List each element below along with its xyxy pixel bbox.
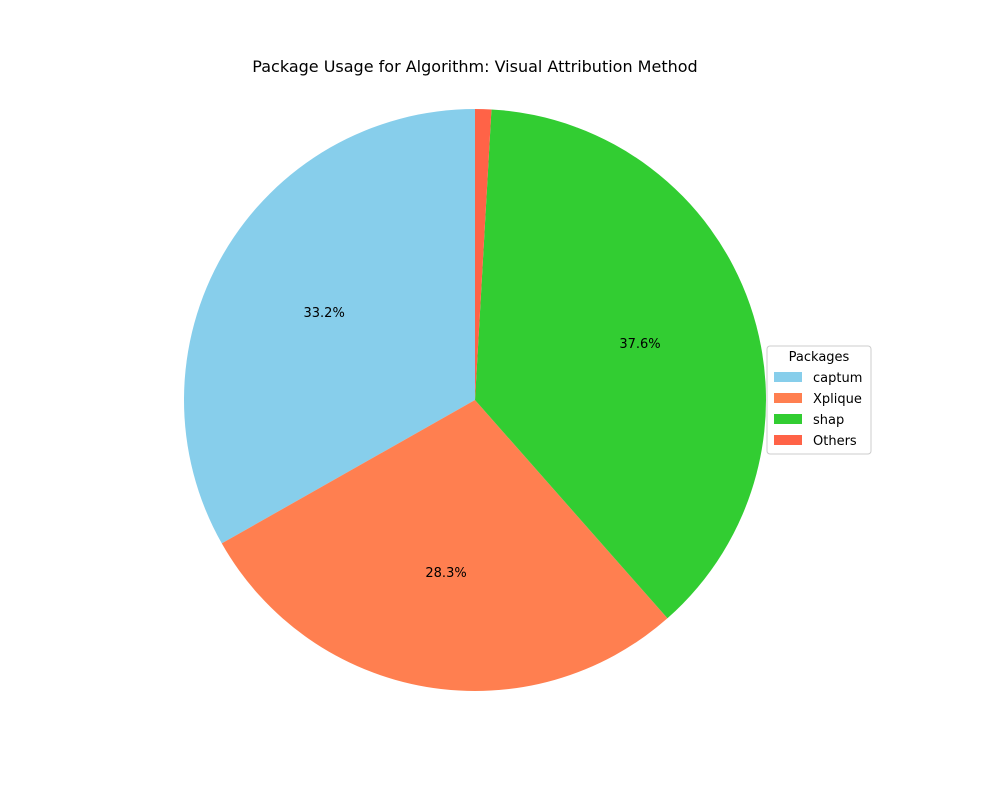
legend-label-shap: shap: [813, 413, 844, 428]
legend-title: Packages: [789, 350, 850, 365]
legend-label-captum: captum: [813, 371, 862, 386]
pct-label-captum: 33.2%: [304, 306, 345, 321]
pie-slice-xplique: [221, 400, 668, 692]
pct-label-shap: 37.6%: [619, 337, 660, 352]
legend-swatch-xplique: [774, 393, 802, 403]
pie-slice-others: [475, 109, 492, 400]
legend-swatch-others: [774, 435, 802, 445]
pct-label-xplique: 28.3%: [425, 566, 466, 581]
legend-swatch-captum: [774, 372, 802, 382]
legend-items: captum Xplique shap Others: [774, 371, 862, 449]
chart-title: Package Usage for Algorithm: Visual Attr…: [252, 57, 697, 76]
percentage-labels: 33.2% 28.3% 37.6%: [304, 306, 661, 581]
pie-slice-captum: [183, 109, 475, 544]
legend-swatch-shap: [774, 414, 802, 424]
legend-label-others: Others: [813, 434, 857, 449]
legend: Packages captum Xplique shap Others: [766, 345, 872, 455]
pie-slices: [183, 109, 767, 692]
pie-slice-shap: [475, 109, 767, 619]
legend-label-xplique: Xplique: [813, 392, 862, 407]
